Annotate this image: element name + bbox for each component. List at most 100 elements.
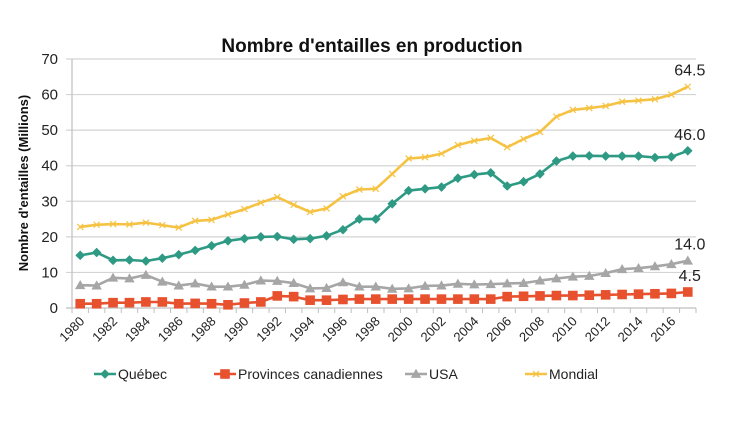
- legend: Québec Provinces canadiennes USA Mondial: [94, 366, 598, 382]
- x-tick-label: 1986: [155, 314, 186, 345]
- data-point: [387, 283, 398, 293]
- data-point: [552, 113, 560, 121]
- data-point: [568, 151, 578, 161]
- data-point: [190, 245, 200, 256]
- data-point: [142, 219, 150, 227]
- data-point: [321, 282, 332, 292]
- data-point: [633, 262, 644, 273]
- x-tick-label: 2012: [582, 314, 613, 345]
- series-line: [79, 149, 689, 263]
- data-point: [321, 230, 332, 241]
- data-point: [453, 173, 463, 183]
- data-point: [600, 267, 611, 278]
- data-point: [410, 368, 422, 378]
- x-tick-label: 2000: [385, 314, 416, 345]
- y-tick-label: 10: [41, 264, 58, 281]
- data-point: [158, 221, 166, 229]
- data-point: [682, 255, 693, 265]
- x-tick-label: 2006: [483, 314, 514, 345]
- y-tick-label: 20: [41, 229, 58, 246]
- data-point: [649, 261, 661, 271]
- data-point: [616, 264, 628, 274]
- data-point: [419, 280, 431, 290]
- data-point: [256, 232, 266, 242]
- data-point: [421, 153, 429, 161]
- x-tick-label: 2014: [615, 314, 646, 345]
- data-point: [354, 294, 365, 304]
- data-point: [91, 280, 102, 290]
- x-tick-label: 1996: [319, 314, 350, 345]
- data-point: [569, 106, 577, 114]
- data-point: [208, 216, 216, 224]
- data-point: [485, 294, 496, 304]
- x-tick-label: 1982: [89, 314, 120, 345]
- data-point: [75, 298, 86, 309]
- data-point: [535, 291, 545, 301]
- legend-label: Québec: [118, 366, 167, 382]
- data-point: [321, 295, 332, 305]
- data-point: [650, 152, 660, 163]
- data-point: [354, 281, 365, 291]
- data-point: [93, 221, 101, 229]
- data-point: [536, 128, 544, 136]
- data-point: [288, 291, 299, 302]
- data-point: [584, 150, 595, 161]
- series-qu-bec: [75, 145, 693, 266]
- data-point: [485, 168, 496, 178]
- data-point: [173, 249, 184, 260]
- data-point: [157, 297, 168, 307]
- data-point: [206, 281, 217, 291]
- data-point: [354, 214, 365, 224]
- data-point: [518, 176, 529, 187]
- data-point: [436, 294, 447, 304]
- chart-title: Nombre d'entailles en production: [221, 36, 522, 57]
- data-point: [453, 294, 463, 304]
- data-point: [255, 275, 267, 285]
- legend-item: Québec: [94, 366, 167, 382]
- data-point: [256, 297, 266, 307]
- data-point: [223, 299, 233, 310]
- x-tick-label: 1994: [286, 314, 317, 345]
- data-point: [91, 298, 102, 309]
- data-point: [190, 298, 200, 309]
- data-point: [535, 169, 545, 179]
- data-point: [223, 235, 233, 246]
- data-point: [108, 255, 118, 266]
- data-point: [306, 208, 314, 216]
- data-point: [239, 279, 250, 289]
- data-point: [140, 269, 152, 279]
- data-point: [502, 181, 512, 191]
- data-point: [124, 297, 135, 308]
- series-line: [80, 290, 688, 307]
- data-point: [224, 211, 232, 218]
- data-point: [370, 214, 381, 224]
- data-point: [420, 184, 430, 194]
- data-point: [372, 185, 380, 193]
- data-point: [602, 102, 610, 110]
- data-point: [222, 281, 234, 291]
- x-tick-label: 1998: [352, 314, 383, 345]
- data-point: [518, 277, 529, 287]
- data-point: [273, 193, 281, 201]
- data-point: [532, 370, 540, 378]
- data-point: [290, 201, 298, 209]
- data-point: [618, 98, 626, 106]
- data-point: [323, 204, 330, 212]
- series-provinces-canadiennes: [75, 287, 693, 310]
- legend-label: Provinces canadiennes: [238, 366, 383, 382]
- data-point: [173, 280, 184, 290]
- data-point: [405, 155, 413, 163]
- data-point: [141, 297, 151, 307]
- data-point: [585, 104, 593, 112]
- series-group: [75, 83, 693, 310]
- x-tick-label: 2008: [516, 314, 547, 345]
- data-point: [436, 280, 447, 290]
- data-point: [469, 169, 480, 180]
- data-point: [304, 283, 316, 293]
- data-point: [666, 152, 677, 162]
- data-point: [387, 294, 398, 304]
- y-tick-label: 70: [41, 51, 58, 68]
- series-line: [80, 85, 689, 229]
- data-point: [305, 233, 315, 244]
